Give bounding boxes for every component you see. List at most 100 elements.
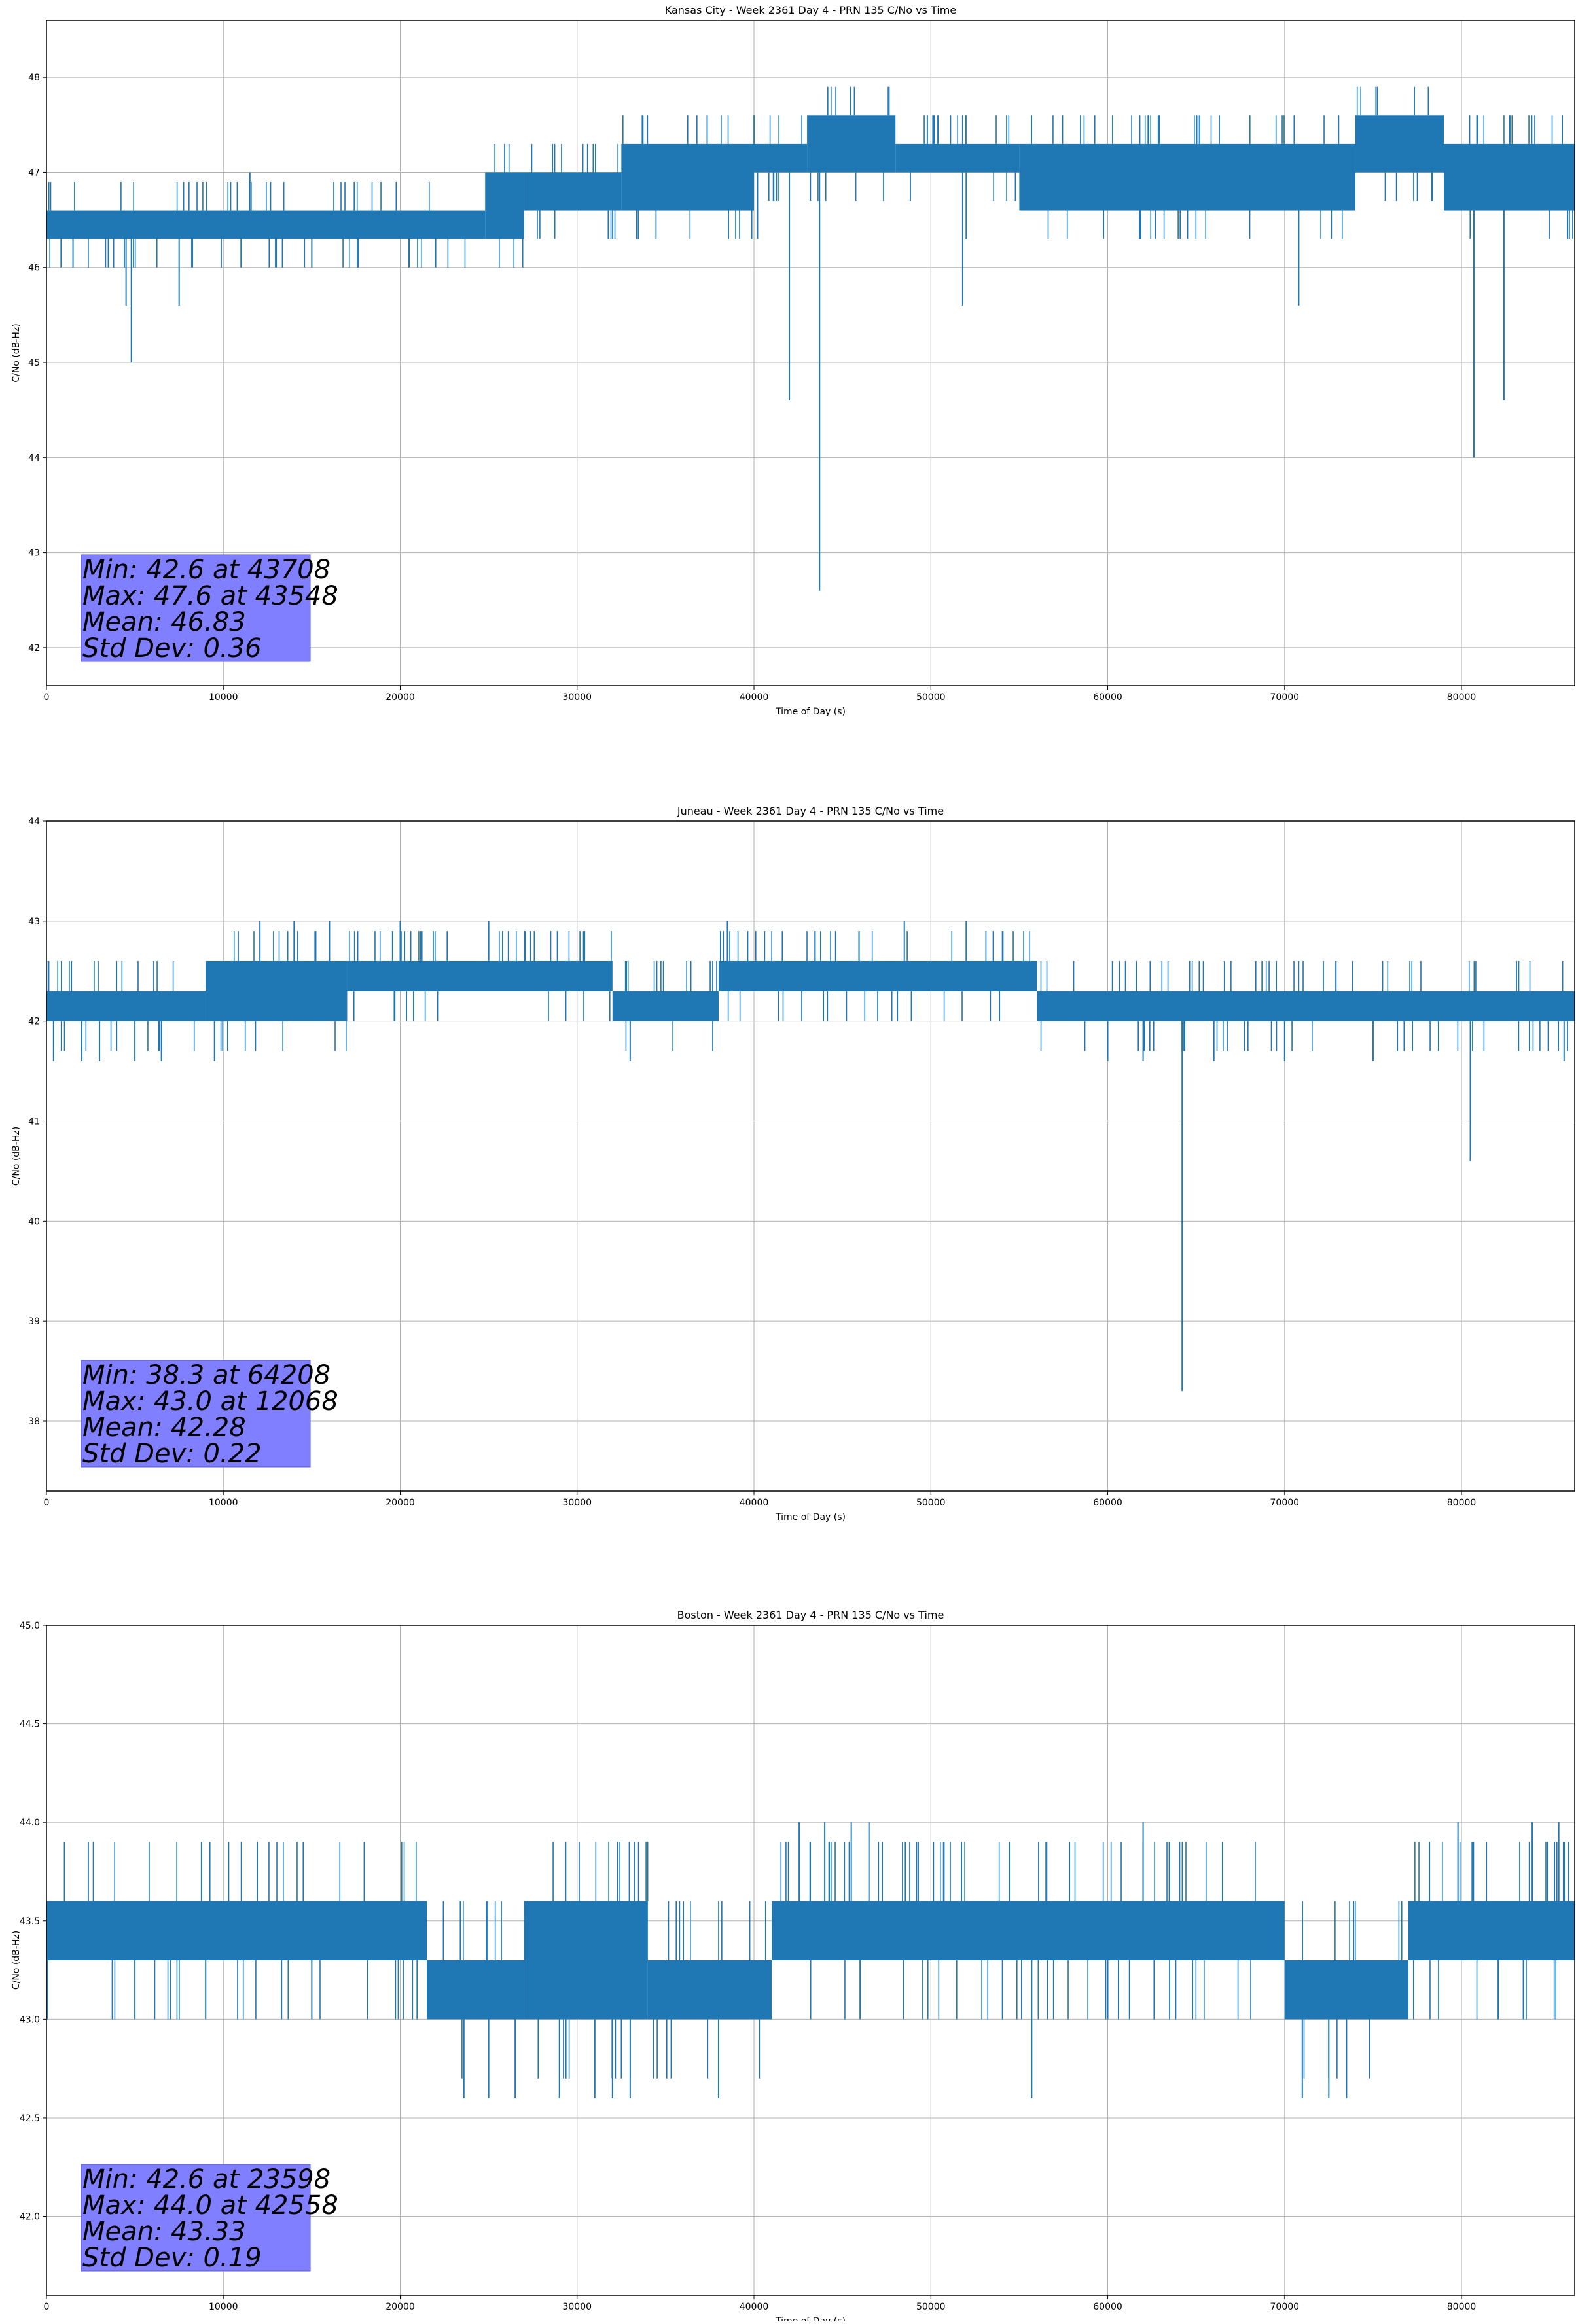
y-tick-label: 39	[28, 1316, 40, 1327]
y-tick-label: 47	[28, 167, 40, 178]
signal-band	[807, 115, 896, 173]
y-tick-label: 43	[28, 917, 40, 927]
signal-band	[754, 143, 808, 173]
x-tick-label: 30000	[562, 692, 592, 703]
y-tick-label: 44	[28, 817, 40, 827]
stats-line-3: Mean: 46.83	[82, 607, 246, 637]
stats-line-1: Min: 42.6 at 43708	[82, 555, 331, 585]
x-tick-label: 70000	[1270, 2302, 1300, 2312]
signal-band	[427, 1960, 524, 2020]
x-tick-label: 0	[44, 2302, 50, 2312]
signal-band	[1408, 1901, 1575, 1960]
y-tick-label: 42	[28, 643, 40, 654]
axes-frame	[46, 1625, 1575, 2296]
stats-line-4: Std Dev: 0.19	[82, 2243, 262, 2273]
chart-title: Boston - Week 2361 Day 4 - PRN 135 C/No …	[677, 1609, 944, 1621]
x-tick-label: 50000	[916, 1498, 946, 1508]
chart-title: Juneau - Week 2361 Day 4 - PRN 135 C/No …	[677, 805, 944, 817]
signal-band	[1037, 991, 1575, 1021]
signal-band	[347, 960, 613, 991]
y-tick-label: 43.0	[20, 2015, 40, 2025]
x-tick-label: 0	[44, 692, 50, 703]
x-tick-label: 10000	[209, 2302, 238, 2312]
signal-band	[1284, 1960, 1408, 2020]
y-tick-label: 44	[28, 453, 40, 463]
signal-band	[895, 143, 1020, 173]
x-tick-label: 70000	[1270, 692, 1300, 703]
x-tick-label: 0	[44, 1498, 50, 1508]
x-tick-label: 80000	[1447, 692, 1477, 703]
signal-band	[621, 143, 755, 211]
x-axis-label: Time of Day (s)	[775, 2316, 846, 2321]
x-axis-label: Time of Day (s)	[775, 1512, 846, 1523]
signal-band	[485, 172, 524, 239]
signal-band	[206, 960, 348, 1021]
series-line	[46, 921, 1575, 1392]
signal-band	[647, 1960, 772, 2020]
x-tick-label: 10000	[209, 1498, 238, 1508]
y-tick-label: 42	[28, 1017, 40, 1027]
x-tick-label: 60000	[1093, 692, 1122, 703]
signal-band	[1444, 143, 1575, 211]
y-tick-label: 48	[28, 73, 40, 83]
signal-band	[718, 960, 1037, 991]
y-tick-label: 45	[28, 358, 40, 368]
signal-band	[46, 991, 206, 1021]
signal-band	[1019, 143, 1355, 211]
y-tick-label: 42.0	[20, 2212, 40, 2223]
stats-line-2: Max: 47.6 at 43548	[82, 581, 338, 611]
axes-frame	[46, 20, 1575, 686]
x-axis-label: Time of Day (s)	[775, 707, 846, 717]
x-tick-label: 20000	[385, 1498, 415, 1508]
stats-line-4: Std Dev: 0.36	[82, 633, 262, 663]
y-tick-label: 41	[28, 1117, 40, 1127]
x-tick-label: 30000	[562, 2302, 592, 2312]
x-tick-label: 80000	[1447, 1498, 1477, 1508]
stats-box	[81, 554, 311, 662]
axes-frame	[46, 820, 1575, 1492]
stats-line-4: Std Dev: 0.22	[82, 1439, 262, 1469]
stats-line-2: Max: 44.0 at 42558	[82, 2191, 338, 2221]
series-line	[46, 1822, 1575, 2098]
stats-line-3: Mean: 43.33	[82, 2217, 246, 2247]
y-tick-label: 43.5	[20, 1916, 40, 1927]
y-tick-label: 38	[28, 1417, 40, 1427]
y-tick-label: 43	[28, 548, 40, 559]
x-tick-label: 70000	[1270, 1498, 1300, 1508]
x-tick-label: 60000	[1093, 2302, 1122, 2312]
x-tick-label: 50000	[916, 2302, 946, 2312]
y-tick-label: 44.5	[20, 1719, 40, 1730]
x-tick-label: 20000	[385, 692, 415, 703]
x-tick-label: 50000	[916, 692, 946, 703]
signal-band	[612, 991, 719, 1021]
stats-line-2: Max: 43.0 at 12068	[82, 1386, 338, 1417]
y-axis-label: C/No (dB-Hz)	[11, 1931, 22, 1990]
y-tick-label: 44.0	[20, 1818, 40, 1828]
x-tick-label: 40000	[740, 2302, 769, 2312]
x-tick-label: 80000	[1447, 2302, 1477, 2312]
stats-box	[81, 2164, 311, 2272]
signal-band	[46, 1901, 427, 1960]
x-tick-label: 20000	[385, 2302, 415, 2312]
x-tick-label: 60000	[1093, 1498, 1122, 1508]
y-axis-label: C/No (dB-Hz)	[11, 1127, 22, 1186]
chart-panel-2: 0 10000 20000 30000 40000 50000 60000 70000 8000…	[11, 805, 1575, 1523]
y-tick-label: 45.0	[20, 1621, 40, 1631]
x-tick-label: 40000	[740, 1498, 769, 1508]
x-tick-label: 10000	[209, 692, 238, 703]
y-tick-label: 40	[28, 1216, 40, 1227]
x-tick-label: 30000	[562, 1498, 592, 1508]
signal-band	[524, 172, 622, 211]
y-tick-label: 46	[28, 263, 40, 273]
stats-box	[81, 1360, 311, 1468]
signal-band	[1355, 115, 1444, 173]
signal-band	[772, 1901, 1285, 1960]
chart-title: Kansas City - Week 2361 Day 4 - PRN 135 …	[665, 4, 956, 16]
stats-line-3: Mean: 42.28	[82, 1413, 246, 1443]
y-axis-label: C/No (dB-Hz)	[11, 323, 22, 382]
stats-line-1: Min: 38.3 at 64208	[82, 1360, 331, 1390]
y-tick-label: 42.5	[20, 2113, 40, 2124]
signal-band	[524, 1901, 648, 2020]
